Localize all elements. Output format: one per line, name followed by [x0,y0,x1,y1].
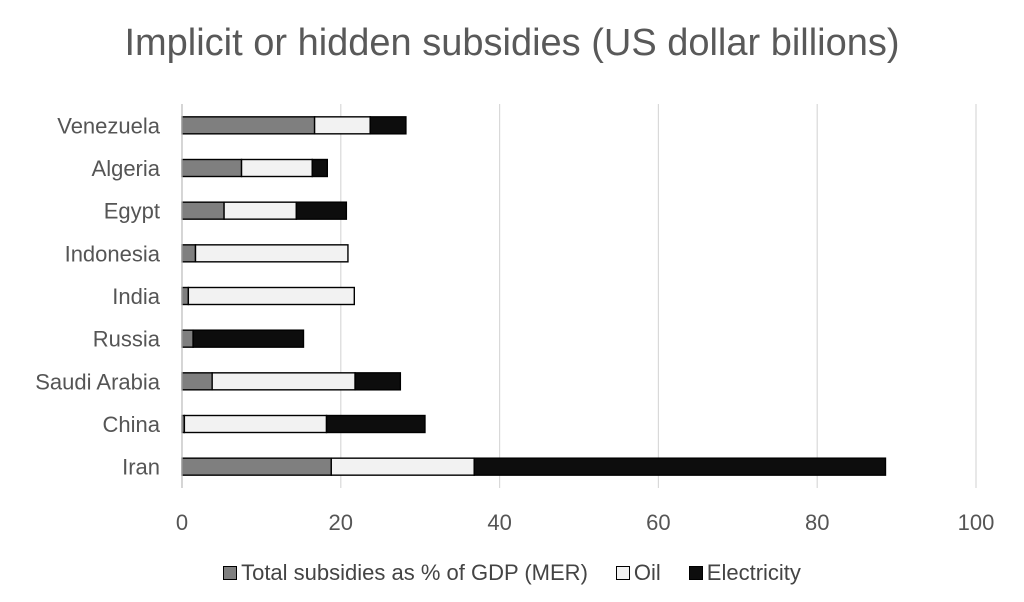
legend: Total subsidies as % of GDP (MER) Oil El… [0,560,1024,586]
bar-8-series-0 [181,457,332,476]
bar-7-series-1 [183,414,328,434]
y-tick-label-8: Iran [122,455,160,480]
bar-4-series-1 [187,286,355,306]
bar-0-series-2 [369,116,407,135]
legend-swatch-total-subsidies [223,566,238,580]
legend-swatch-electricity [688,566,703,580]
bar-0-series-1 [313,116,371,135]
x-tick-label-5: 100 [958,510,995,535]
y-tick-label-4: India [112,284,160,309]
bar-6-series-1 [211,372,356,391]
legend-label-oil: Oil [633,560,661,585]
x-tick-label-2: 40 [487,510,511,535]
bar-5-series-0 [181,329,194,348]
bar-0-series-0 [181,116,316,135]
bar-1-series-1 [240,158,313,178]
legend-item-oil: Oil [615,560,661,586]
bar-3-series-1 [194,244,349,263]
y-tick-label-7: China [103,412,161,437]
legend-label-electricity: Electricity [706,560,801,585]
bar-8-series-2 [473,457,887,476]
bar-5-series-2 [192,329,305,348]
bar-3-series-0 [181,244,197,263]
chart-title: Implicit or hidden subsidies (US dollar … [124,22,900,64]
x-tick-label-1: 20 [329,510,353,535]
y-tick-label-6: Saudi Arabia [35,369,161,394]
bar-6-series-0 [181,372,213,391]
bar-1-series-0 [181,158,243,178]
y-tick-label-0: Venezuela [57,113,161,138]
y-tick-label-2: Egypt [104,199,160,224]
bar-1-series-2 [311,158,329,178]
x-tick-label-0: 0 [176,510,188,535]
x-tick-label-4: 80 [805,510,829,535]
bar-2-series-1 [223,201,298,220]
legend-swatch-oil [615,566,630,580]
bar-2-series-0 [181,201,225,220]
bar-8-series-1 [330,457,475,476]
x-tick-label-3: 60 [646,510,670,535]
legend-item-total-subsidies: Total subsidies as % of GDP (MER) [223,560,588,586]
bar-6-series-2 [354,372,402,391]
y-tick-label-1: Algeria [92,156,161,181]
bar-2-series-2 [295,201,348,220]
bar-7-series-2 [325,414,426,434]
bar-4-series-0 [181,286,190,306]
legend-label-total-subsidies: Total subsidies as % of GDP (MER) [241,560,588,585]
legend-item-electricity: Electricity [688,560,801,586]
y-tick-label-5: Russia [93,327,161,352]
y-tick-label-3: Indonesia [65,241,161,266]
